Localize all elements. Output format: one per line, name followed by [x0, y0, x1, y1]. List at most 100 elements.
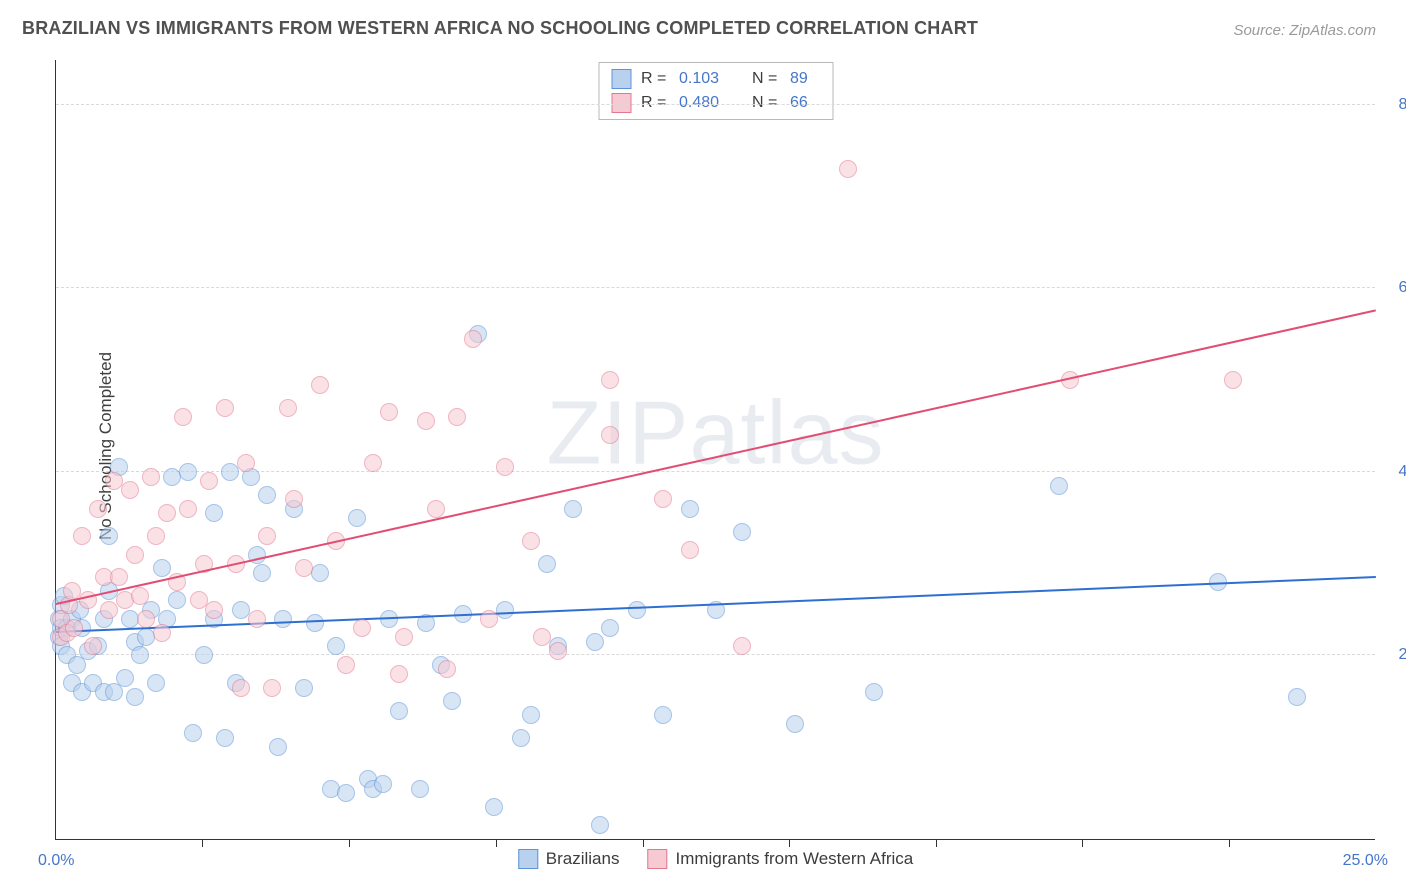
data-point [153, 624, 171, 642]
data-point [253, 564, 271, 582]
data-point [512, 729, 530, 747]
data-point [601, 426, 619, 444]
data-point [158, 504, 176, 522]
data-point [131, 587, 149, 605]
data-point [179, 463, 197, 481]
data-point [258, 486, 276, 504]
data-point [295, 679, 313, 697]
data-point [438, 660, 456, 678]
scatter-plot: ZIPatlas R = 0.103 N = 89 R = 0.480 N = … [55, 60, 1375, 840]
data-point [601, 619, 619, 637]
x-tick [643, 839, 644, 847]
y-tick-label: 4.0% [1380, 463, 1406, 481]
n-value-0: 89 [790, 70, 820, 88]
data-point [274, 610, 292, 628]
data-point [865, 683, 883, 701]
data-point [311, 376, 329, 394]
data-point [564, 500, 582, 518]
data-point [200, 472, 218, 490]
data-point [364, 454, 382, 472]
data-point [184, 724, 202, 742]
legend-swatch-0 [611, 69, 631, 89]
data-point [216, 399, 234, 417]
data-point [126, 546, 144, 564]
data-point [285, 490, 303, 508]
r-value-0: 0.103 [679, 70, 734, 88]
data-point [65, 619, 83, 637]
data-point [147, 527, 165, 545]
data-point [221, 463, 239, 481]
data-point [733, 637, 751, 655]
data-point [100, 527, 118, 545]
data-point [232, 679, 250, 697]
data-point [147, 674, 165, 692]
data-point [417, 412, 435, 430]
data-point [443, 692, 461, 710]
data-point [142, 468, 160, 486]
data-point [116, 669, 134, 687]
data-point [533, 628, 551, 646]
data-point [110, 568, 128, 586]
data-point [448, 408, 466, 426]
legend-swatch-1 [647, 849, 667, 869]
data-point [216, 729, 234, 747]
data-point [681, 541, 699, 559]
source-attribution: Source: ZipAtlas.com [1233, 22, 1376, 39]
data-point [733, 523, 751, 541]
y-tick-label: 8.0% [1380, 96, 1406, 114]
legend-item-0: Brazilians [518, 849, 620, 869]
data-point [121, 481, 139, 499]
legend-series: Brazilians Immigrants from Western Afric… [518, 849, 913, 869]
data-point [395, 628, 413, 646]
data-point [374, 775, 392, 793]
x-axis-min-label: 0.0% [38, 852, 74, 870]
data-point [263, 679, 281, 697]
data-point [464, 330, 482, 348]
data-point [586, 633, 604, 651]
data-point [522, 532, 540, 550]
data-point [174, 408, 192, 426]
data-point [131, 646, 149, 664]
data-point [628, 601, 646, 619]
data-point [205, 504, 223, 522]
data-point [390, 665, 408, 683]
grid-line [56, 654, 1375, 655]
legend-label-0: Brazilians [546, 849, 620, 869]
x-tick [789, 839, 790, 847]
legend-stats-row-0: R = 0.103 N = 89 [611, 67, 820, 91]
legend-stats-box: R = 0.103 N = 89 R = 0.480 N = 66 [598, 62, 833, 120]
data-point [411, 780, 429, 798]
data-point [195, 646, 213, 664]
data-point [126, 688, 144, 706]
data-point [258, 527, 276, 545]
data-point [485, 798, 503, 816]
data-point [654, 490, 672, 508]
data-point [337, 784, 355, 802]
data-point [549, 642, 567, 660]
legend-label-1: Immigrants from Western Africa [675, 849, 913, 869]
data-point [1224, 371, 1242, 389]
data-point [205, 601, 223, 619]
data-point [353, 619, 371, 637]
y-tick-label: 6.0% [1380, 279, 1406, 297]
data-point [522, 706, 540, 724]
data-point [654, 706, 672, 724]
grid-line [56, 104, 1375, 105]
data-point [348, 509, 366, 527]
x-axis-max-label: 25.0% [1343, 852, 1388, 870]
data-point [1288, 688, 1306, 706]
data-point [427, 500, 445, 518]
legend-swatch-0 [518, 849, 538, 869]
trend-line-1 [56, 309, 1376, 605]
x-tick [202, 839, 203, 847]
data-point [179, 500, 197, 518]
data-point [248, 610, 266, 628]
data-point [538, 555, 556, 573]
data-point [496, 458, 514, 476]
data-point [73, 527, 91, 545]
data-point [380, 403, 398, 421]
data-point [786, 715, 804, 733]
legend-item-1: Immigrants from Western Africa [647, 849, 913, 869]
data-point [839, 160, 857, 178]
x-tick [496, 839, 497, 847]
